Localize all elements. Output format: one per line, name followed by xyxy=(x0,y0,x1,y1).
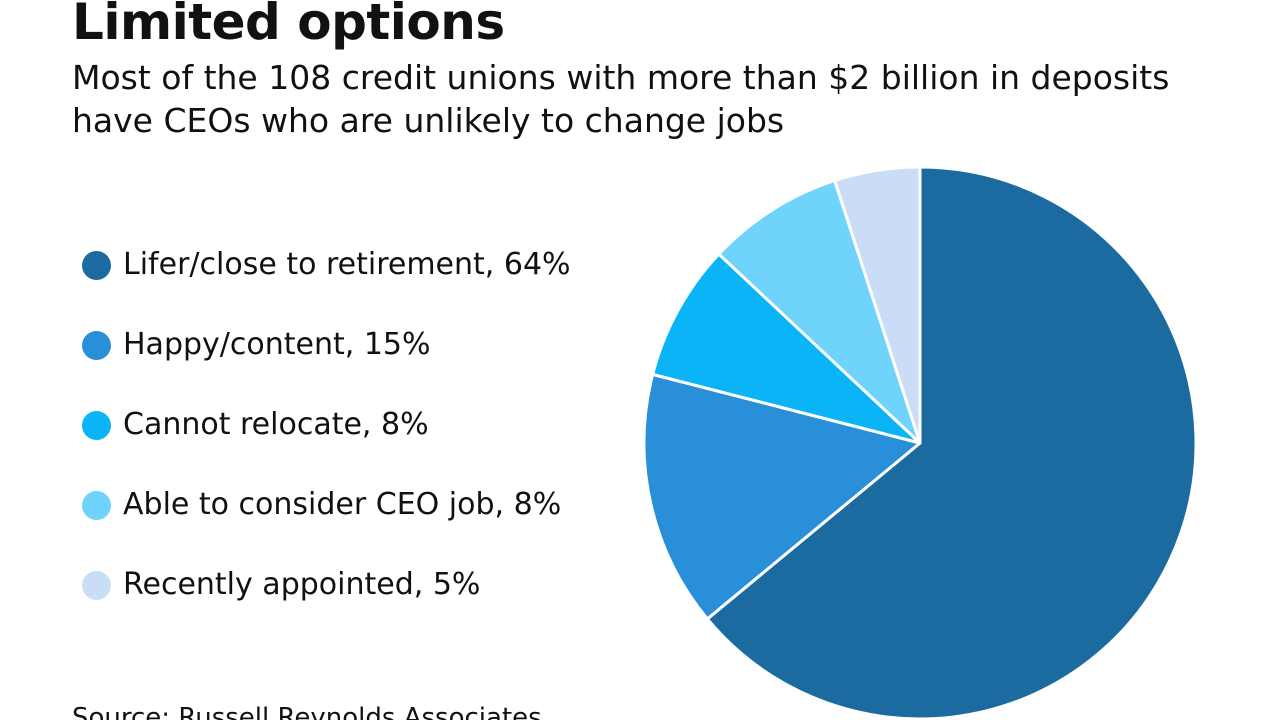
pie-slice-cannot-relocate xyxy=(651,252,922,445)
legend-swatch-lifer-icon xyxy=(82,250,111,280)
legend-item-cannot-relocate: Cannot relocate, 8% xyxy=(82,385,571,465)
legend-swatch-happy-icon xyxy=(82,330,111,360)
pie-slice-recently-appointed xyxy=(833,165,922,445)
legend-swatch-recently-appointed-icon xyxy=(82,570,111,600)
legend-item-able-to-consider: Able to consider CEO job, 8% xyxy=(82,465,571,545)
chart-title: Limited options xyxy=(72,0,505,51)
legend-item-happy: Happy/content, 15% xyxy=(82,305,571,385)
chart-subtitle: Most of the 108 credit unions with more … xyxy=(72,58,1170,140)
legend-label-able-to-consider: Able to consider CEO job, 8% xyxy=(123,487,562,522)
legend-item-recently-appointed: Recently appointed, 5% xyxy=(82,545,571,625)
legend-item-lifer: Lifer/close to retirement, 64% xyxy=(82,225,571,305)
legend: Lifer/close to retirement, 64% Happy/con… xyxy=(82,225,571,625)
legend-label-lifer: Lifer/close to retirement, 64% xyxy=(123,247,571,282)
legend-label-cannot-relocate: Cannot relocate, 8% xyxy=(123,407,429,442)
legend-swatch-cannot-relocate-icon xyxy=(82,410,111,440)
legend-label-happy: Happy/content, 15% xyxy=(123,327,431,362)
legend-label-recently-appointed: Recently appointed, 5% xyxy=(123,567,481,602)
legend-swatch-able-to-consider-icon xyxy=(82,490,111,520)
pie-slice-happy xyxy=(642,372,922,621)
pie-slice-lifer xyxy=(705,165,1198,720)
pie-slice-able-to-consider xyxy=(717,179,922,445)
source-note: Source: Russell Reynolds Associates xyxy=(72,703,542,720)
